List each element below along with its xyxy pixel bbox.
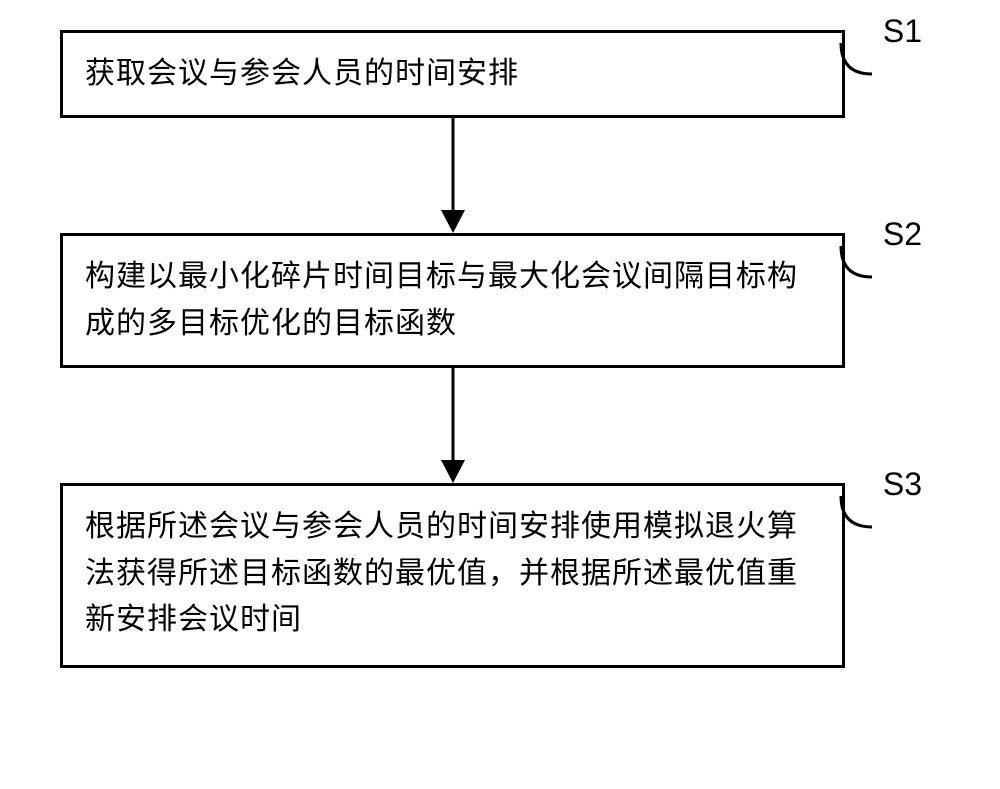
arrow-down-icon: [433, 368, 473, 483]
flowchart-node-s3: 根据所述会议与参会人员的时间安排使用模拟退火算法获得所述目标函数的最优值，并根据…: [60, 483, 845, 668]
bracket-icon: [839, 244, 874, 279]
flowchart-node-s2: 构建以最小化碎片时间目标与最大化会议间隔目标构成的多目标优化的目标函数 S2: [60, 233, 845, 368]
bracket-icon: [839, 494, 874, 529]
node-label: S2: [883, 216, 922, 253]
node-text: 构建以最小化碎片时间目标与最大化会议间隔目标构成的多目标优化的目标函数: [85, 254, 820, 347]
node-label: S1: [883, 13, 922, 50]
bracket-icon: [839, 41, 874, 76]
arrow-down-icon: [433, 118, 473, 233]
arrow-wrap: [60, 118, 845, 233]
flowchart-node-s1: 获取会议与参会人员的时间安排 S1: [60, 30, 845, 118]
node-text: 根据所述会议与参会人员的时间安排使用模拟退火算法获得所述目标函数的最优值，并根据…: [85, 504, 820, 644]
node-text: 获取会议与参会人员的时间安排: [85, 51, 820, 98]
node-label: S3: [883, 466, 922, 503]
arrow-wrap: [60, 368, 845, 483]
flowchart-container: 获取会议与参会人员的时间安排 S1 构建以最小化碎片时间目标与最大化会议间隔目标…: [60, 30, 930, 668]
